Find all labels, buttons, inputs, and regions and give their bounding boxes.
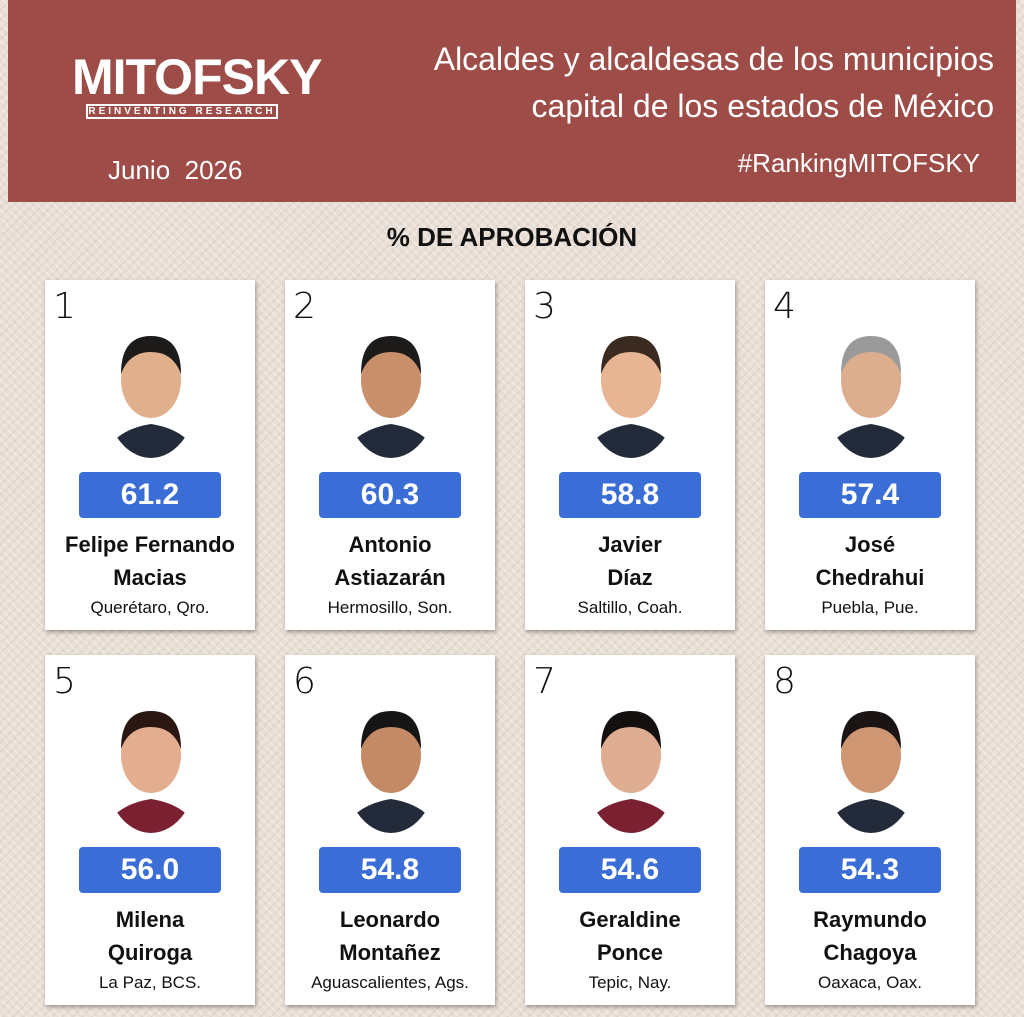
name-line: Milena — [115, 907, 185, 932]
photo — [103, 693, 199, 833]
name-line: Chagoya — [823, 940, 917, 965]
rank: 2 — [293, 286, 316, 327]
candidate-card: 6 54.8 Leonardo Montañez Aguascalientes, Ag… — [285, 655, 495, 1005]
photo — [343, 318, 439, 458]
date: Junio 2026 — [108, 155, 243, 185]
name-line: Macias — [113, 565, 187, 590]
candidate-card: 8 54.3 Raymundo Chagoya Oaxaca, Oax. — [765, 655, 975, 1005]
place: Aguascalientes, Ags. — [311, 973, 469, 992]
name-line: Leonardo — [339, 907, 441, 932]
candidate-card: 4 57.4 José Chedrahui Puebla, Pue. — [765, 280, 975, 630]
hashtag: #RankingMITOFSKY — [737, 148, 980, 178]
name-line: Quiroga — [107, 940, 193, 965]
name-line: Chedrahui — [815, 565, 925, 590]
candidate-card: 5 56.0 Milena Quiroga La Paz, BCS. — [45, 655, 255, 1005]
approval-score: 60.3 — [319, 472, 461, 518]
candidate-card: 1 61.2 Felipe Fernando Macias Querétaro, Qr… — [45, 280, 255, 630]
approval-score: 54.3 — [799, 847, 941, 893]
place: Oaxaca, Oax. — [818, 973, 922, 992]
title: Alcaldes y alcaldesas de los municipios … — [314, 36, 994, 130]
name-line: Javier — [598, 532, 662, 557]
rank: 8 — [773, 661, 796, 702]
rank: 3 — [533, 286, 556, 327]
approval-score: 54.6 — [559, 847, 701, 893]
subtitle: % DE APROBACIÓN — [386, 222, 638, 252]
photo — [343, 693, 439, 833]
photo — [103, 318, 199, 458]
rank: 7 — [533, 661, 556, 702]
rank: 6 — [293, 661, 316, 702]
approval-score: 57.4 — [799, 472, 941, 518]
rank: 4 — [773, 286, 796, 327]
approval-score: 61.2 — [79, 472, 221, 518]
rank: 1 — [53, 286, 76, 327]
photo — [583, 318, 679, 458]
approval-score: 54.8 — [319, 847, 461, 893]
candidate-card: 3 58.8 Javier Díaz Saltillo, Coah. — [525, 280, 735, 630]
place: Hermosillo, Son. — [327, 598, 453, 617]
name-line: Díaz — [607, 565, 653, 590]
place: Tepic, Nay. — [588, 973, 672, 992]
approval-score: 56.0 — [79, 847, 221, 893]
name-line: Astiazarán — [334, 565, 446, 590]
name-line: Antonio — [348, 532, 432, 557]
place: La Paz, BCS. — [98, 973, 202, 992]
photo — [583, 693, 679, 833]
name-line: José — [844, 532, 896, 557]
rank: 5 — [53, 661, 76, 702]
title-line: capital de los estados de México — [531, 88, 994, 124]
name-line: Geraldine — [579, 907, 681, 932]
place: Saltillo, Coah. — [577, 598, 683, 617]
header: MITOFSKY REINVENTING RESEARCH Junio 2026… — [8, 0, 1016, 202]
name-line: Felipe Fernando — [65, 532, 235, 557]
candidate-card: 7 54.6 Geraldine Ponce Tepic, Nay. — [525, 655, 735, 1005]
photo — [823, 318, 919, 458]
place: Querétaro, Qro. — [90, 598, 210, 617]
photo — [823, 693, 919, 833]
name-line: Montañez — [339, 940, 441, 965]
title-line: Alcaldes y alcaldesas de los municipios — [433, 41, 994, 77]
name-line: Raymundo — [813, 907, 927, 932]
name-line: Ponce — [596, 940, 664, 965]
approval-score: 58.8 — [559, 472, 701, 518]
place: Puebla, Pue. — [821, 598, 919, 617]
logo: MITOFSKY — [72, 49, 322, 105]
candidate-card: 2 60.3 Antonio Astiazarán Hermosillo, Son. — [285, 280, 495, 630]
tagline: REINVENTING RESEARCH — [86, 104, 278, 119]
